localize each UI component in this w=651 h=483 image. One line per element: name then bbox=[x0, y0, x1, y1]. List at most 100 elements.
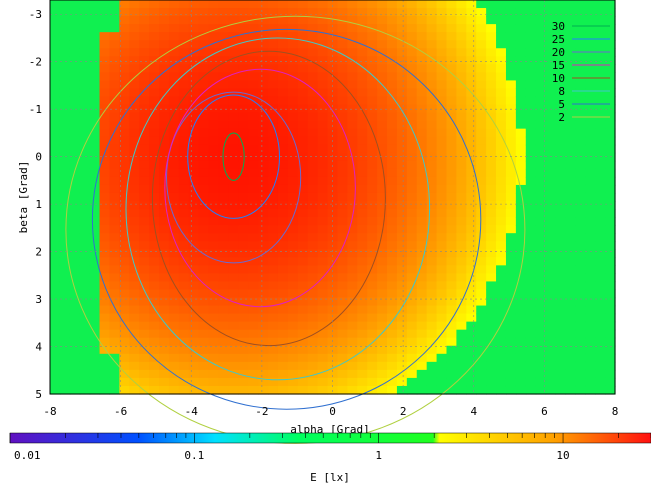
heatmap-cell bbox=[565, 144, 576, 154]
heatmap-cell bbox=[456, 32, 467, 41]
heatmap-cell bbox=[109, 273, 120, 283]
heatmap-cell bbox=[605, 192, 616, 202]
heatmap-cell bbox=[496, 56, 507, 65]
heatmap-cell bbox=[416, 32, 428, 41]
heatmap-cell bbox=[605, 64, 616, 73]
heatmap-cell bbox=[258, 64, 269, 73]
heatmap-cell bbox=[555, 24, 567, 33]
heatmap-cell bbox=[79, 201, 91, 210]
heatmap-cell bbox=[476, 160, 487, 170]
heatmap-cell bbox=[258, 201, 269, 210]
heatmap-cell bbox=[347, 377, 358, 387]
heatmap-cell bbox=[268, 40, 279, 49]
heatmap-cell bbox=[159, 233, 170, 242]
heatmap-cell bbox=[139, 8, 150, 17]
heatmap-cell bbox=[466, 281, 477, 291]
heatmap-cell bbox=[575, 32, 586, 41]
heatmap-cell bbox=[486, 305, 497, 315]
heatmap-cell bbox=[426, 176, 438, 186]
heatmap-cell bbox=[297, 209, 309, 218]
heatmap-cell bbox=[168, 281, 180, 291]
heatmap-cell bbox=[149, 184, 160, 194]
heatmap-cell bbox=[119, 377, 130, 387]
heatmap-cell bbox=[228, 72, 239, 82]
heatmap-cell bbox=[287, 265, 299, 274]
heatmap-cell bbox=[555, 313, 567, 323]
heatmap-cell bbox=[387, 96, 398, 106]
legend-label-25: 25 bbox=[552, 33, 565, 46]
heatmap-cell bbox=[525, 241, 537, 250]
heatmap-cell bbox=[426, 112, 438, 122]
heatmap-cell bbox=[505, 273, 517, 283]
heatmap-cell bbox=[79, 337, 91, 347]
heatmap-cell bbox=[129, 305, 140, 315]
heatmap-cell bbox=[178, 184, 190, 194]
heatmap-cell bbox=[178, 369, 190, 379]
heatmap-cell bbox=[119, 217, 130, 226]
heatmap-cell bbox=[456, 249, 467, 258]
heatmap-cell bbox=[535, 168, 547, 178]
heatmap-cell bbox=[347, 128, 358, 138]
heatmap-cell bbox=[258, 233, 269, 242]
heatmap-cell bbox=[337, 184, 348, 194]
heatmap-cell bbox=[545, 289, 557, 299]
heatmap-cell bbox=[218, 241, 230, 250]
heatmap-cell bbox=[525, 353, 537, 363]
heatmap-cell bbox=[496, 337, 507, 347]
heatmap-cell bbox=[357, 377, 368, 387]
heatmap-cell bbox=[337, 201, 348, 210]
heatmap-cell bbox=[565, 32, 576, 41]
heatmap-cell bbox=[426, 72, 438, 82]
heatmap-cell bbox=[436, 40, 448, 49]
heatmap-cell bbox=[268, 337, 279, 347]
heatmap-cell bbox=[525, 313, 537, 323]
heatmap-cell bbox=[605, 241, 616, 250]
heatmap-cell bbox=[238, 112, 249, 122]
heatmap-cell bbox=[139, 337, 150, 347]
heatmap-cell bbox=[496, 16, 507, 25]
heatmap-cell bbox=[69, 152, 81, 162]
heatmap-cell bbox=[248, 241, 259, 250]
heatmap-cell bbox=[436, 160, 448, 170]
contour-line-8 bbox=[125, 37, 431, 381]
heatmap-cell bbox=[119, 345, 130, 355]
heatmap-cell bbox=[178, 201, 190, 210]
heatmap-cell bbox=[585, 64, 596, 73]
heatmap-cell bbox=[317, 265, 329, 274]
x-tick-label: -8 bbox=[43, 405, 56, 418]
heatmap-cell bbox=[347, 265, 358, 274]
heatmap-cell bbox=[565, 112, 576, 122]
heatmap-cell bbox=[50, 40, 61, 49]
heatmap-cell bbox=[406, 112, 418, 122]
heatmap-cell bbox=[337, 353, 348, 363]
heatmap-cell bbox=[535, 136, 547, 146]
heatmap-cell bbox=[347, 176, 358, 186]
heatmap-cell bbox=[406, 184, 418, 194]
heatmap-cell bbox=[545, 377, 557, 387]
heatmap-cell bbox=[208, 241, 220, 250]
heatmap-cell bbox=[446, 64, 457, 73]
heatmap-cell bbox=[426, 160, 438, 170]
heatmap-cell bbox=[555, 217, 567, 226]
heatmap-cell bbox=[416, 40, 428, 49]
heatmap-cell bbox=[59, 24, 71, 33]
heatmap-cell bbox=[119, 40, 130, 49]
heatmap-cell bbox=[248, 16, 259, 25]
heatmap-cell bbox=[525, 136, 537, 146]
heatmap-cell bbox=[347, 369, 358, 379]
colorbar-tick-label: 1 bbox=[375, 449, 382, 462]
heatmap-cell bbox=[69, 128, 81, 138]
heatmap-cell bbox=[486, 24, 497, 33]
heatmap-cell bbox=[396, 72, 408, 82]
heatmap-cell bbox=[89, 72, 101, 82]
heatmap-cell bbox=[307, 337, 319, 347]
heatmap-cell bbox=[59, 385, 71, 395]
heatmap-cell bbox=[387, 16, 398, 25]
heatmap-cell bbox=[476, 225, 487, 234]
heatmap-cell bbox=[238, 48, 249, 57]
heatmap-cell bbox=[129, 8, 140, 17]
heatmap-cell bbox=[50, 160, 61, 170]
heatmap-cell bbox=[149, 88, 160, 98]
heatmap-cell bbox=[228, 176, 239, 186]
heatmap-cell bbox=[476, 144, 487, 154]
